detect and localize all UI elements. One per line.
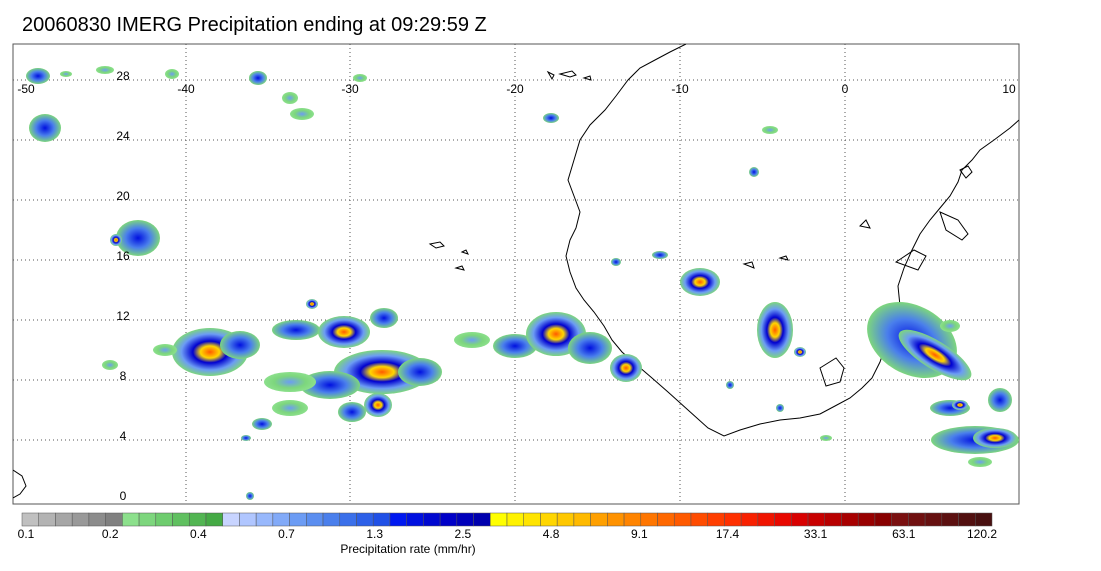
map-title: 20060830 IMERG Precipitation ending at 0… bbox=[22, 14, 487, 36]
colorbar-swatch bbox=[356, 512, 374, 527]
colorbar-swatch bbox=[490, 512, 508, 527]
grid-lines bbox=[13, 44, 1019, 504]
colorbar-swatch bbox=[205, 512, 223, 527]
colorbar-tick-label: 33.1 bbox=[804, 527, 828, 541]
colorbar-tick-label: 120.2 bbox=[967, 527, 997, 541]
colorbar-title: Precipitation rate (mm/hr) bbox=[340, 542, 475, 556]
colorbar-swatch bbox=[172, 512, 190, 527]
colorbar-swatch bbox=[306, 512, 324, 527]
colorbar-swatch bbox=[289, 512, 307, 527]
colorbar-swatch bbox=[975, 512, 993, 527]
colorbar-swatch bbox=[222, 512, 240, 527]
colorbar-swatch bbox=[71, 512, 90, 527]
colorbar-tick-label: 9.1 bbox=[631, 527, 648, 541]
colorbar-swatch bbox=[372, 512, 391, 527]
colorbar-swatch bbox=[640, 512, 658, 527]
colorbar bbox=[21, 512, 993, 527]
colorbar-swatch bbox=[791, 512, 809, 527]
colorbar-swatch bbox=[556, 512, 575, 527]
colorbar-swatch bbox=[456, 512, 474, 527]
lat-label: 28 bbox=[116, 69, 130, 83]
colorbar-tick-label: 0.7 bbox=[278, 527, 295, 541]
colorbar-swatch bbox=[439, 512, 458, 527]
colorbar-swatch bbox=[824, 512, 842, 527]
colorbar-swatch bbox=[841, 512, 859, 527]
colorbar-swatch bbox=[88, 512, 106, 527]
africa-coastline bbox=[565, 44, 1019, 437]
colorbar-swatch bbox=[122, 512, 140, 527]
colorbar-swatch bbox=[540, 512, 558, 527]
colorbar-tick-label: 4.8 bbox=[543, 527, 560, 541]
colorbar-swatch bbox=[21, 512, 39, 527]
colorbar-swatch bbox=[607, 512, 625, 527]
colorbar-swatch bbox=[322, 512, 340, 527]
lat-label: 8 bbox=[120, 369, 127, 383]
colorbar-swatch bbox=[105, 512, 123, 527]
colorbar-swatch bbox=[389, 512, 407, 527]
colorbar-swatch bbox=[707, 512, 725, 527]
colorbar-swatch bbox=[757, 512, 775, 527]
lat-label: 12 bbox=[116, 309, 130, 323]
colorbar-swatch bbox=[423, 512, 441, 527]
colorbar-swatch bbox=[724, 512, 742, 527]
colorbar-swatch bbox=[941, 512, 959, 527]
colorbar-swatch bbox=[891, 512, 909, 527]
lon-label: -30 bbox=[341, 82, 359, 96]
islands bbox=[428, 70, 973, 387]
lon-label: -10 bbox=[671, 82, 689, 96]
lat-label: 0 bbox=[120, 489, 127, 503]
colorbar-tick-label: 63.1 bbox=[892, 527, 916, 541]
colorbar-tick-label: 17.4 bbox=[716, 527, 740, 541]
lon-label: -50 bbox=[17, 82, 35, 96]
lat-label: 20 bbox=[116, 189, 130, 203]
lat-label: 24 bbox=[116, 129, 130, 143]
colorbar-swatch bbox=[590, 512, 608, 527]
latitude-labels: 0 4 8 12 16 20 24 28 bbox=[116, 69, 130, 503]
colorbar-swatch bbox=[255, 512, 274, 527]
colorbar-swatch bbox=[623, 512, 642, 527]
colorbar-swatch bbox=[38, 512, 56, 527]
colorbar-swatch bbox=[908, 512, 926, 527]
colorbar-swatch bbox=[690, 512, 708, 527]
colorbar-tick-label: 0.2 bbox=[102, 527, 119, 541]
colorbar-swatch bbox=[239, 512, 257, 527]
lon-label: -40 bbox=[177, 82, 195, 96]
colorbar-swatch bbox=[573, 512, 591, 527]
colorbar-tick-labels: 0.1 0.2 0.4 0.7 1.3 2.5 4.8 9.1 17.4 33.1 63.1 120.… bbox=[18, 527, 998, 541]
lat-label: 16 bbox=[116, 249, 130, 263]
colorbar-swatch bbox=[657, 512, 675, 527]
colorbar-swatch bbox=[774, 512, 792, 527]
colorbar-swatch bbox=[924, 512, 943, 527]
colorbar-tick-label: 2.5 bbox=[455, 527, 472, 541]
colorbar-swatch bbox=[740, 512, 759, 527]
colorbar-swatch bbox=[55, 512, 73, 527]
colorbar-swatch bbox=[673, 512, 692, 527]
colorbar-swatch bbox=[188, 512, 207, 527]
colorbar-swatch bbox=[807, 512, 826, 527]
colorbar-swatch bbox=[138, 512, 157, 527]
colorbar-tick-label: 0.4 bbox=[190, 527, 207, 541]
colorbar-swatch bbox=[506, 512, 524, 527]
colorbar-swatch bbox=[406, 512, 424, 527]
lat-label: 4 bbox=[120, 429, 127, 443]
colorbar-swatch bbox=[958, 512, 976, 527]
lon-label: 0 bbox=[842, 82, 849, 96]
south-america-coast bbox=[13, 469, 27, 499]
longitude-labels: -50 -40 -30 -20 -10 0 10 bbox=[17, 82, 1016, 96]
colorbar-tick-label: 0.1 bbox=[18, 527, 35, 541]
colorbar-swatch bbox=[523, 512, 541, 527]
colorbar-swatch bbox=[473, 512, 491, 527]
colorbar-swatch bbox=[874, 512, 892, 527]
map-frame bbox=[12, 43, 1020, 505]
colorbar-swatch bbox=[272, 512, 290, 527]
precipitation-field bbox=[26, 66, 1019, 500]
lon-label: -20 bbox=[506, 82, 524, 96]
colorbar-swatch bbox=[155, 512, 173, 527]
colorbar-swatch bbox=[857, 512, 876, 527]
lon-label: 10 bbox=[1002, 82, 1016, 96]
colorbar-tick-label: 1.3 bbox=[366, 527, 383, 541]
colorbar-swatch bbox=[339, 512, 357, 527]
